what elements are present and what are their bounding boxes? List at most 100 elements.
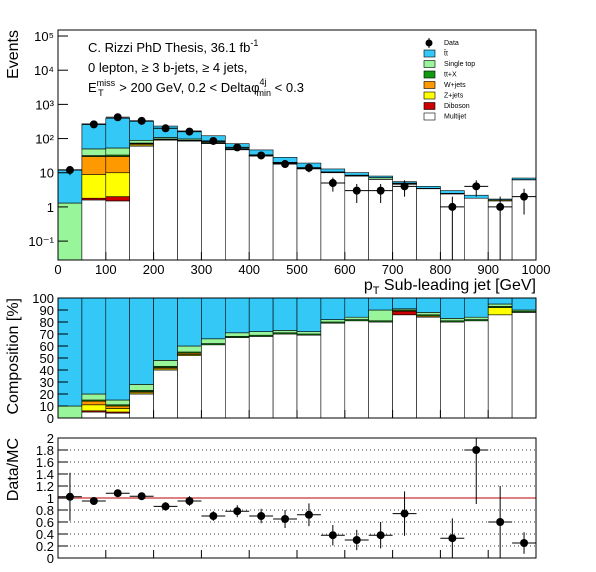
data-point — [304, 163, 313, 172]
bar-segment — [440, 321, 465, 418]
bar-segment — [105, 298, 131, 401]
bar-segment — [81, 393, 107, 401]
bar-segment — [272, 298, 298, 331]
legend-label: tt+X — [444, 71, 457, 78]
legend-marker — [425, 39, 433, 47]
bar-segment — [105, 405, 131, 409]
bar-segment — [129, 145, 154, 260]
bar-segment — [129, 393, 154, 418]
data-point — [257, 151, 266, 160]
annotation-part: min — [257, 88, 272, 98]
legend-label: Multijet — [444, 113, 466, 120]
y-tick-label: 10⁵ — [34, 29, 54, 44]
bar-segment — [129, 298, 154, 385]
bar-segment — [296, 298, 322, 332]
y-tick-label: 1.4 — [36, 467, 54, 482]
bar-segment — [201, 338, 226, 344]
bar-segment — [81, 156, 107, 175]
legend-swatch — [423, 60, 436, 68]
y-tick-label: 10⁻¹ — [28, 234, 54, 249]
bar-segment — [225, 337, 250, 418]
bar-segment — [81, 298, 107, 395]
data-point — [520, 192, 529, 201]
y-tick-label: 0.4 — [36, 527, 54, 542]
frame — [57, 29, 537, 261]
legend-swatch — [423, 112, 436, 121]
bar-segment — [320, 298, 346, 320]
data-point — [281, 515, 290, 523]
data-point — [233, 507, 242, 516]
x-tick-label: 1000 — [522, 262, 551, 277]
bar-segment — [368, 175, 393, 178]
y-tick-label: 1.6 — [36, 455, 54, 470]
plot-area-ratio — [58, 438, 536, 558]
bar-segment — [320, 168, 346, 173]
bar-segment — [344, 320, 369, 418]
bar-segment — [81, 404, 107, 412]
data-point — [448, 534, 457, 543]
data-point — [137, 492, 146, 501]
data-point — [304, 510, 313, 519]
y-tick-label: 1 — [47, 491, 54, 506]
x-tick-label: 100 — [95, 262, 117, 277]
y-tick-label: 100 — [32, 291, 54, 306]
data-point — [448, 202, 457, 211]
data-point — [376, 531, 385, 540]
bar-segment — [153, 369, 178, 418]
legend-label: Diboson — [444, 103, 470, 110]
bar-segment — [81, 199, 107, 260]
bar-segment — [487, 303, 513, 307]
bar-segment — [248, 331, 274, 336]
bar-segment — [416, 298, 441, 313]
bar-segment — [416, 316, 441, 418]
annotation-part: < 0.3 — [271, 80, 304, 95]
x-tick-label: 400 — [238, 262, 260, 277]
bar-segment — [416, 312, 441, 316]
legend-label: Z+jets — [444, 92, 464, 99]
x-tick-label: 900 — [477, 262, 499, 277]
bar-segment — [201, 143, 226, 260]
legend-label: t̄t — [444, 49, 448, 57]
y-tick-label: 0.2 — [36, 539, 54, 554]
data-point — [328, 179, 337, 188]
y-tick-label: 10⁴ — [34, 63, 54, 78]
y-tick-label: 20 — [40, 387, 54, 402]
legend-swatch — [423, 102, 436, 110]
bar-segment — [368, 298, 393, 311]
bar-segment — [416, 186, 441, 189]
data-point — [400, 509, 409, 518]
bar-segment — [511, 298, 536, 311]
bar-segment — [272, 162, 298, 260]
bar-segment — [344, 316, 369, 320]
data-point — [113, 489, 122, 498]
bar-segment — [320, 319, 346, 323]
y-tick-label: 0 — [47, 551, 54, 566]
bar-segment — [487, 298, 513, 305]
bar-segment — [58, 202, 83, 260]
y-tick-label: 2 — [47, 431, 54, 446]
bar-segment — [225, 332, 250, 337]
y-tick-label: 80 — [40, 315, 54, 330]
bar-segment — [344, 298, 369, 318]
bar-segment — [105, 147, 131, 156]
y-axis-title: Data/MC — [5, 438, 22, 501]
y-tick-label: 30 — [40, 375, 54, 390]
data-point — [89, 120, 98, 129]
bar-segment — [463, 320, 489, 418]
legend-swatch — [423, 49, 436, 58]
y-tick-label: 10² — [35, 132, 54, 147]
bar-segment — [296, 331, 322, 335]
legend-swatch — [423, 70, 436, 79]
y-tick-label: 10³ — [35, 97, 54, 112]
legend: Data t̄t Single top tt+X W+jets Z+jets Diboson… — [423, 38, 475, 121]
data-point — [472, 446, 481, 454]
bar-segment — [105, 200, 131, 260]
bar-segment — [225, 298, 250, 334]
bar-segment — [81, 411, 107, 418]
data-point — [520, 539, 529, 547]
bar-segment — [105, 412, 131, 418]
bar-segment — [201, 298, 226, 340]
bar-segment — [177, 140, 202, 260]
y-tick-label: 50 — [40, 351, 54, 366]
data-point — [496, 518, 505, 526]
